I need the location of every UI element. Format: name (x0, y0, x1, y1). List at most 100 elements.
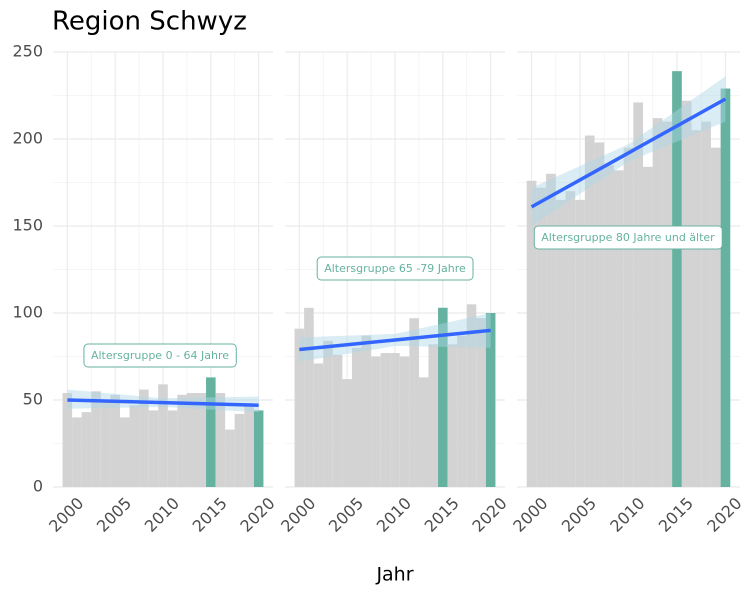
x-tick-label: 2015 (655, 494, 697, 536)
y-tick-label: 0 (33, 477, 43, 496)
bar (215, 393, 226, 487)
chart-title: Region Schwyz (52, 7, 247, 37)
x-tick-label: 2005 (325, 494, 367, 536)
bar (148, 410, 159, 487)
bar (399, 356, 410, 487)
confidence-band (299, 313, 491, 362)
bar (196, 393, 207, 487)
bar (119, 417, 130, 487)
x-tick-label: 2015 (421, 494, 463, 536)
bar (691, 130, 702, 488)
bar (720, 88, 731, 487)
bar (110, 394, 120, 487)
bar (623, 147, 634, 487)
bar (594, 142, 605, 488)
y-tick-label: 250 (12, 42, 43, 61)
bar (485, 313, 496, 487)
x-tick-label: 2020 (468, 494, 510, 536)
bar (701, 121, 711, 487)
x-axis-label: Jahr (375, 564, 413, 586)
y-tick-label: 50 (23, 390, 43, 409)
bar (681, 100, 692, 487)
bar (129, 405, 140, 487)
bar (418, 377, 429, 487)
bar (81, 412, 92, 487)
x-tick-label: 2000 (509, 494, 551, 536)
bar (323, 340, 333, 487)
bar (643, 166, 653, 487)
bar (332, 354, 343, 487)
annotation: Altersgruppe 65 -79 Jahre (324, 262, 466, 275)
bar (313, 363, 324, 487)
bar (457, 335, 467, 487)
y-tick-label: 100 (12, 303, 43, 322)
panel: Altersgruppe 65 -79 Jahre (285, 51, 505, 488)
x-tick-label: 2020 (703, 494, 745, 536)
bar (72, 417, 82, 487)
panel: Altersgruppe 80 Jahre und älter (517, 51, 740, 488)
bar (390, 353, 400, 487)
y-tick-label: 200 (12, 129, 43, 148)
bar (466, 304, 477, 487)
panel: Altersgruppe 0 - 64 Jahre (53, 51, 273, 488)
trend-line (530, 97, 727, 209)
bar (361, 335, 372, 487)
bar (380, 353, 391, 487)
x-tick-label: 2020 (236, 494, 278, 536)
bar (253, 410, 264, 487)
bar (167, 410, 178, 487)
y-tick-label: 150 (12, 216, 43, 235)
bar (91, 391, 101, 487)
bar (158, 384, 168, 487)
bar (546, 173, 556, 488)
bar (575, 199, 585, 487)
bar (342, 379, 352, 487)
annotation-box (533, 225, 723, 250)
bar (225, 429, 235, 487)
bar (710, 147, 721, 487)
trend-line (299, 328, 491, 352)
bar (139, 389, 149, 487)
bar (476, 318, 486, 487)
bar (371, 356, 381, 487)
bar (62, 393, 73, 487)
bar (652, 118, 663, 488)
bar (206, 377, 216, 487)
bar (526, 180, 537, 487)
bar (351, 347, 362, 487)
bar (244, 403, 254, 487)
x-tick-label: 2010 (141, 494, 183, 536)
x-tick-label: 2005 (93, 494, 135, 536)
bar (604, 165, 614, 487)
x-tick-label: 2000 (45, 494, 87, 536)
x-tick-label: 2005 (558, 494, 600, 536)
trend-line (67, 398, 259, 407)
bar (633, 102, 644, 488)
annotation-box (316, 256, 474, 281)
bar (100, 400, 111, 487)
bar (294, 328, 305, 487)
x-tick-label: 2010 (606, 494, 648, 536)
annotation: Altersgruppe 0 - 64 Jahre (91, 349, 229, 362)
bar (613, 170, 624, 487)
bar (565, 191, 576, 487)
bar (672, 71, 682, 487)
bar (186, 393, 197, 487)
x-tick-label: 2015 (189, 494, 231, 536)
bar (536, 187, 547, 487)
bar (447, 344, 458, 487)
annotation: Altersgruppe 80 Jahre und älter (541, 231, 715, 244)
bar (304, 307, 314, 487)
bar (584, 135, 595, 487)
bar (428, 344, 439, 487)
x-tick-label: 2010 (373, 494, 415, 536)
bar (177, 394, 187, 487)
bar (555, 199, 566, 487)
bar (234, 413, 245, 487)
annotation-box (83, 343, 237, 368)
bar (662, 121, 673, 487)
bar (438, 307, 448, 487)
x-tick-label: 2000 (277, 494, 319, 536)
bar (409, 318, 419, 487)
